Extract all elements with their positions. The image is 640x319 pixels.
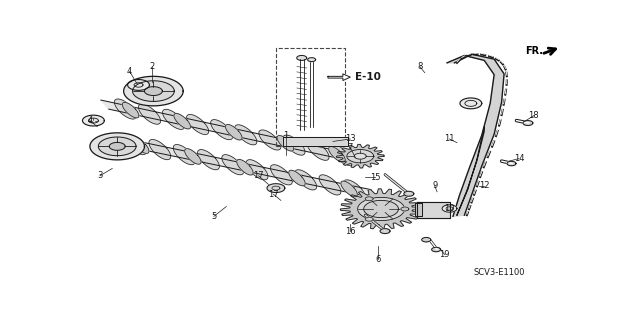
Polygon shape <box>431 247 440 252</box>
Text: 16: 16 <box>345 226 356 236</box>
Polygon shape <box>415 203 422 216</box>
Polygon shape <box>198 150 220 170</box>
Polygon shape <box>163 109 184 129</box>
Text: 4: 4 <box>127 67 132 76</box>
Polygon shape <box>404 191 414 196</box>
Polygon shape <box>259 130 281 150</box>
Polygon shape <box>174 114 191 129</box>
Polygon shape <box>358 197 404 221</box>
Text: SCV3-E1100: SCV3-E1100 <box>474 268 525 277</box>
Text: 17: 17 <box>253 171 264 180</box>
Bar <box>276 48 346 146</box>
Polygon shape <box>355 153 366 159</box>
Polygon shape <box>173 145 195 165</box>
Text: 12: 12 <box>479 181 490 190</box>
Polygon shape <box>344 180 365 200</box>
Text: 14: 14 <box>514 154 524 163</box>
Polygon shape <box>271 165 292 185</box>
Text: 2: 2 <box>149 62 154 71</box>
Polygon shape <box>365 217 373 221</box>
Polygon shape <box>225 124 242 140</box>
Polygon shape <box>237 160 253 175</box>
Text: 10: 10 <box>444 204 455 213</box>
Polygon shape <box>297 56 307 60</box>
Polygon shape <box>347 150 374 163</box>
Text: E-10: E-10 <box>355 72 381 82</box>
Polygon shape <box>401 207 409 211</box>
Polygon shape <box>307 140 329 160</box>
Polygon shape <box>127 79 150 90</box>
Text: 9: 9 <box>432 181 437 190</box>
Polygon shape <box>365 197 373 201</box>
Text: 15: 15 <box>370 173 380 182</box>
Text: 17: 17 <box>268 190 279 199</box>
Polygon shape <box>284 137 348 146</box>
Polygon shape <box>289 170 305 186</box>
Polygon shape <box>211 120 233 140</box>
Polygon shape <box>422 237 431 242</box>
Text: 13: 13 <box>345 135 356 144</box>
Polygon shape <box>295 170 317 190</box>
Polygon shape <box>380 229 390 234</box>
Polygon shape <box>523 121 533 125</box>
Polygon shape <box>447 54 504 216</box>
Text: 19: 19 <box>439 250 450 259</box>
Polygon shape <box>457 127 484 215</box>
Polygon shape <box>222 155 244 175</box>
Polygon shape <box>340 189 422 229</box>
Polygon shape <box>111 136 379 199</box>
Polygon shape <box>373 205 389 213</box>
Polygon shape <box>185 149 201 164</box>
Polygon shape <box>341 181 357 197</box>
Polygon shape <box>235 125 257 145</box>
Polygon shape <box>329 147 345 162</box>
Text: 3: 3 <box>97 171 102 180</box>
Polygon shape <box>145 87 163 95</box>
Polygon shape <box>109 142 125 150</box>
Polygon shape <box>308 58 316 62</box>
Polygon shape <box>507 161 516 166</box>
Polygon shape <box>101 100 367 164</box>
Polygon shape <box>90 133 145 160</box>
Polygon shape <box>124 76 183 106</box>
Text: 1: 1 <box>284 131 289 140</box>
Polygon shape <box>283 135 305 155</box>
Polygon shape <box>83 115 104 126</box>
Polygon shape <box>277 136 294 151</box>
Text: 4: 4 <box>87 116 93 125</box>
Polygon shape <box>267 184 285 193</box>
Polygon shape <box>328 74 350 80</box>
Polygon shape <box>442 205 457 212</box>
Polygon shape <box>246 160 268 180</box>
Polygon shape <box>149 139 171 160</box>
Text: 8: 8 <box>417 62 422 71</box>
Polygon shape <box>337 145 384 168</box>
Polygon shape <box>331 145 353 166</box>
Polygon shape <box>187 115 209 135</box>
Polygon shape <box>417 202 449 218</box>
Polygon shape <box>115 99 136 119</box>
Polygon shape <box>125 135 147 155</box>
Polygon shape <box>319 175 341 195</box>
Polygon shape <box>460 98 482 109</box>
Text: 6: 6 <box>375 255 380 264</box>
Text: 11: 11 <box>444 135 455 144</box>
Text: 7: 7 <box>348 143 353 152</box>
Text: 5: 5 <box>211 212 216 221</box>
Polygon shape <box>99 137 136 156</box>
Polygon shape <box>132 81 174 101</box>
Text: FR.: FR. <box>525 46 543 56</box>
Polygon shape <box>132 138 149 153</box>
Polygon shape <box>364 200 399 218</box>
Polygon shape <box>122 102 139 118</box>
Text: 18: 18 <box>529 111 539 120</box>
Polygon shape <box>138 104 161 124</box>
